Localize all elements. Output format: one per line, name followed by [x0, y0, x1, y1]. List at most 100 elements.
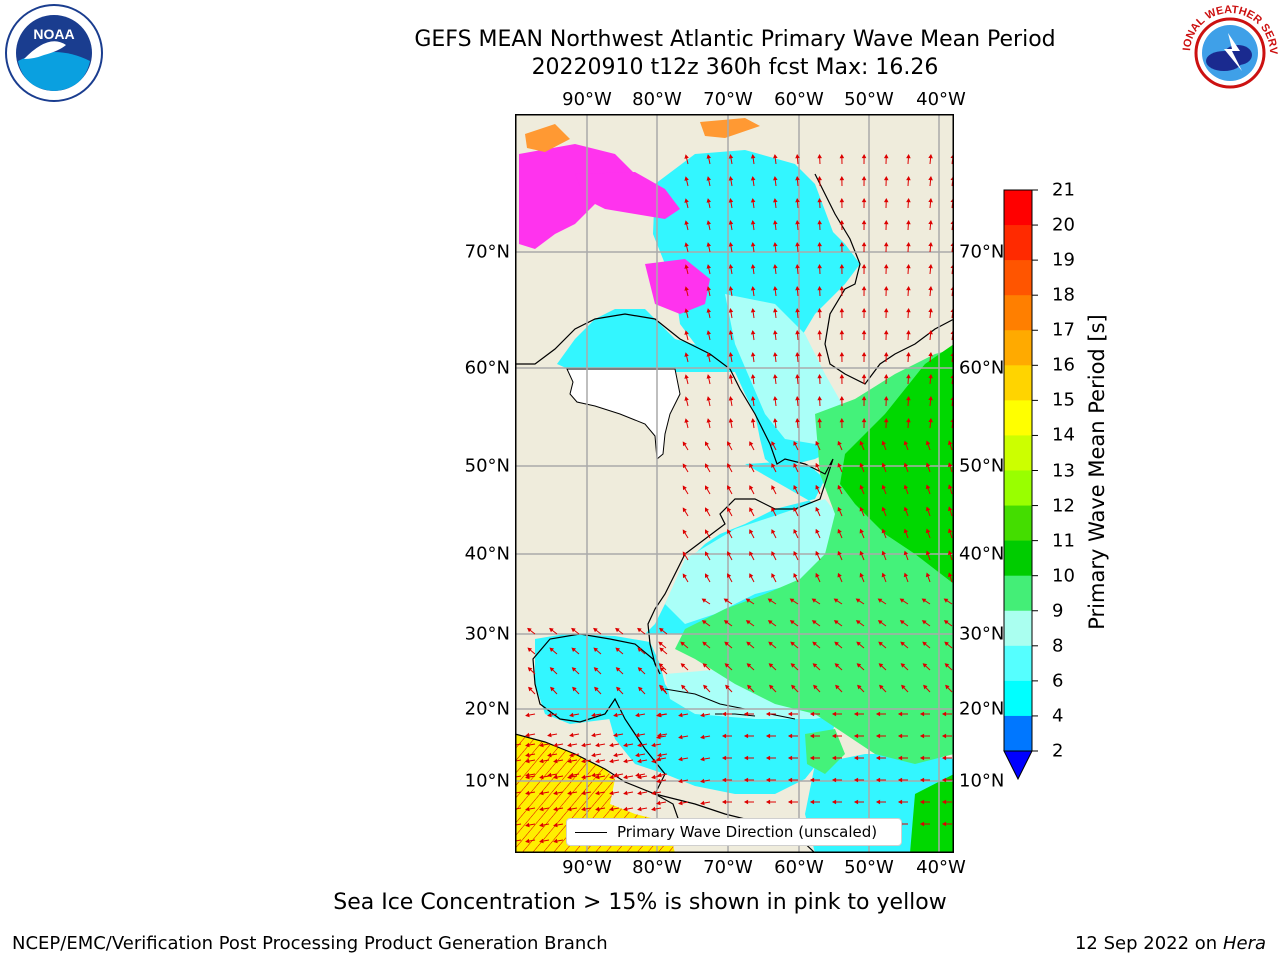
wave-direction-arrowhead [684, 220, 689, 225]
wave-direction-arrowhead [795, 219, 800, 225]
wave-direction-arrowhead [943, 598, 949, 603]
wave-direction-arrowhead [853, 755, 859, 761]
wave-direction-arrowhead [539, 742, 544, 748]
wave-direction-arrowhead [706, 242, 712, 247]
wave-direction-arrowhead [883, 153, 889, 159]
wave-direction-arrowhead [906, 263, 911, 269]
wave-direction-arrowhead [906, 307, 911, 313]
wave-direction-arrowhead [877, 598, 883, 603]
wave-direction-arrowhead [928, 417, 933, 423]
wave-direction-arrowhead [861, 329, 867, 335]
colorbar-swatch [1004, 645, 1032, 682]
wave-direction-arrowhead [728, 352, 734, 357]
wave-direction-arrowhead [743, 733, 749, 739]
wave-direction-arrowhead [921, 620, 927, 625]
wave-direction-arrowhead [883, 219, 889, 225]
colorbar-tick-label: 2 [1052, 740, 1064, 762]
wave-direction-arrowhead [539, 822, 544, 828]
wave-direction-arrowhead [705, 573, 709, 579]
wave-direction-arrowhead [795, 351, 800, 357]
wave-direction-arrowhead [750, 418, 756, 423]
wave-direction-arrowhead [789, 620, 795, 625]
wave-direction-arrowhead [861, 351, 867, 357]
wave-direction-arrowhead [745, 598, 751, 603]
wave-direction-arrowhead [903, 484, 909, 490]
wave-direction-arrowhead [839, 241, 845, 247]
wave-direction-arrowhead [875, 755, 881, 761]
wave-period-map [515, 114, 954, 853]
wave-direction-arrowhead [743, 799, 749, 805]
wave-direction-arrowhead [623, 790, 628, 796]
wave-direction-arrowhead [815, 484, 820, 490]
credit-branch: NCEP/EMC/Verification Post Processing Pr… [12, 933, 608, 954]
wave-direction-arrowhead [615, 667, 621, 672]
wave-direction-arrowhead [906, 219, 911, 225]
ocean-hudson-cyan [557, 309, 735, 372]
wave-direction-arrowhead [881, 484, 886, 490]
colorbar-swatch [1004, 190, 1032, 226]
wave-direction-arrowhead [793, 506, 798, 512]
wave-direction-arrowhead [859, 462, 864, 468]
wave-direction-arrow [515, 839, 522, 842]
wave-direction-arrowhead [817, 153, 822, 159]
wave-direction-arrowhead [581, 742, 586, 748]
wave-direction-arrowhead [771, 463, 776, 468]
wave-direction-arrowhead [743, 711, 749, 717]
wave-direction-arrowhead [571, 647, 577, 652]
wave-direction-arrowhead [678, 778, 683, 784]
wave-direction-arrowhead [906, 285, 911, 291]
wave-direction-arrowhead [750, 330, 756, 335]
wave-direction-arrowhead [941, 799, 947, 805]
wave-direction-arrowhead [549, 667, 555, 672]
wave-direction-arrowhead [651, 758, 656, 764]
lon-label-top-90w: 90°W [562, 89, 612, 110]
wave-direction-arrowhead [569, 712, 574, 718]
wave-direction-arrowhead [769, 684, 774, 690]
colorbar-swatch [1004, 330, 1032, 366]
wave-direction-arrowhead [773, 396, 778, 401]
wave-direction-arrowhead [817, 395, 822, 401]
wave-direction-arrowhead [539, 758, 544, 764]
wave-direction-arrowhead [945, 684, 950, 690]
wave-direction-arrowhead [656, 778, 661, 784]
wave-direction-arrowhead [595, 742, 600, 748]
wave-direction-arrowhead [903, 506, 909, 512]
coastline-north-america [515, 313, 834, 825]
wave-direction-arrowhead [658, 663, 664, 668]
wave-direction-arrowhead [787, 711, 793, 717]
wave-direction-arrowhead [793, 572, 798, 578]
sea-ice-footnote: Sea Ice Concentration > 15% is shown in … [333, 890, 947, 915]
wave-direction-arrowhead [901, 684, 906, 690]
lat-label-left-60n: 60°N [464, 357, 510, 379]
wave-direction-arrowhead [906, 241, 911, 247]
wave-direction-arrowhead [831, 711, 837, 717]
wave-direction-arrowhead [811, 620, 817, 625]
wave-direction-arrowhead [651, 790, 656, 796]
wave-direction-arrowhead [897, 711, 903, 717]
wave-direction-arrowhead [815, 440, 820, 446]
wave-direction-arrowhead [539, 806, 544, 812]
wave-direction-arrowhead [635, 752, 640, 758]
wave-direction-arrowhead [553, 822, 558, 828]
wave-direction-arrowhead [609, 742, 614, 748]
wave-direction-arrowhead [831, 733, 837, 739]
wave-direction-arrowhead [706, 396, 712, 401]
wave-direction-arrowhead [581, 758, 586, 764]
wave-direction-arrowhead [809, 711, 815, 717]
wave-direction-arrowhead [527, 627, 532, 633]
wave-direction-arrowhead [919, 755, 925, 761]
wave-direction-arrowhead [919, 799, 925, 805]
wave-direction-arrowhead [682, 485, 687, 491]
wave-direction-arrowhead [947, 572, 953, 578]
lat-label-right-40n: 40°N [959, 543, 1005, 565]
wave-direction-arrowhead [680, 641, 685, 646]
wave-direction-arrowhead [701, 598, 707, 603]
wave-direction-arrowhead [809, 755, 815, 761]
wave-direction-arrowhead [817, 285, 822, 291]
wave-direction-arrowhead [928, 175, 933, 181]
wave-direction-arrowhead [883, 373, 889, 379]
wave-direction-arrow [515, 743, 522, 746]
wave-direction-arrow [515, 791, 522, 794]
wave-direction-arrowhead [750, 286, 756, 291]
wave-direction-arrowhead [906, 175, 911, 181]
